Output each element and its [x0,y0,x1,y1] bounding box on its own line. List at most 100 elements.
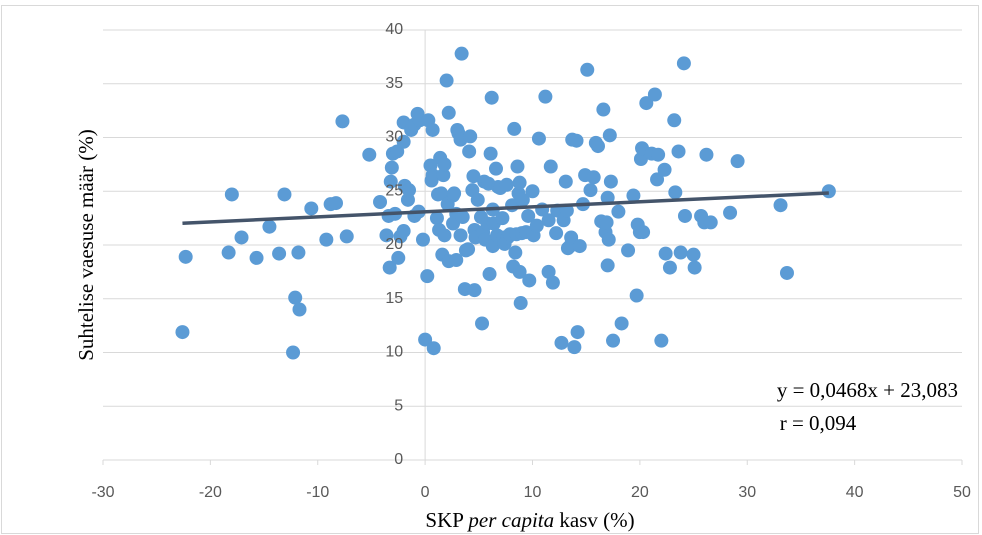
scatter-point [773,198,788,213]
scatter-point [461,242,476,257]
scatter-point [596,102,611,117]
scatter-point [425,122,440,137]
annotation: r = 0,094 [780,411,857,435]
scatter-point [425,168,440,183]
scatter-point [441,105,456,120]
scatter-point [415,232,430,247]
scatter-point [650,172,665,187]
scatter-point [304,201,319,216]
scatter-point [449,253,464,268]
scatter-point [586,170,601,185]
scatter-point [671,144,686,159]
scatter-point [525,184,540,199]
scatter-point [513,296,528,311]
scatter-point [611,204,626,219]
scatter-point [288,290,303,305]
scatter-point [396,224,411,239]
scatter-point [614,316,629,331]
scatter-point [531,131,546,146]
scatter-point [647,87,662,102]
scatter-point [373,195,388,209]
scatter-point [512,264,527,279]
scatter-point [426,341,441,356]
scatter-point [291,245,306,260]
scatter-point [564,230,579,245]
scatter-point [510,159,525,174]
trendline [182,191,829,225]
scatter-point [272,246,287,261]
scatter-point [175,325,190,340]
scatter-point [483,146,498,161]
scatter-point [484,90,499,105]
scatter-point [730,154,745,169]
plot-marks [175,46,836,360]
scatter-point [636,225,651,240]
scatter-point [521,208,536,223]
scatter-point [569,133,584,148]
scatter-point [178,249,193,264]
scatter-point [512,175,527,190]
scatter-point [262,219,277,234]
scatter-point [329,196,344,211]
scatter-point [482,267,497,282]
scatter-point [658,246,673,261]
scatter-point [391,250,406,265]
scatter-point [522,273,537,288]
scatter-point [667,113,682,128]
scatter-point [384,160,399,175]
y-tick-label: 20 [385,236,403,253]
scatter-point [454,46,469,61]
scatter-point [292,302,307,317]
x-tick-label: 40 [846,484,864,501]
y-tick-label: 15 [385,290,403,307]
scatter-point [339,229,354,244]
scatter-point [402,183,417,198]
scatter-point [673,245,688,260]
x-tick-label: -10 [306,484,329,501]
scatter-point [277,187,292,202]
scatter-point [639,96,654,111]
scatter-point [779,265,794,280]
scatter-point [499,177,514,192]
scatter-point [583,183,598,198]
scatter-point [554,335,569,350]
x-tick-label: 20 [631,484,649,501]
scatter-point [541,264,556,279]
scatter-point [379,228,394,243]
scatter-point [467,283,482,298]
scatter-point [515,192,530,207]
scatter-point [600,190,615,205]
scatter-point [335,114,350,129]
scatter-point [603,174,618,189]
scatter-point [676,56,691,71]
scatter-point [221,245,236,260]
scatter-point [633,152,648,166]
scatter-point [699,147,714,162]
scatter-point [541,213,556,228]
x-tick-label: 50 [953,484,971,501]
scatter-point [508,245,523,260]
scatter-point [475,316,490,331]
x-axis-label: SKP per capita kasv (%) [425,508,634,532]
scatter-point [453,228,468,243]
scatter-point [657,162,672,177]
x-tick-label: -30 [91,484,114,501]
scatter-point [434,186,449,201]
scatter-point [703,215,718,230]
y-tick-label: 5 [394,397,403,414]
x-axis-label-part: SKP [425,508,468,532]
scatter-point [429,211,444,226]
scatter-point [545,275,560,290]
scatter-point [529,218,544,233]
scatter-point [470,192,485,207]
scatter-point [488,161,503,176]
scatter-point [567,340,582,355]
x-tick-label: 0 [421,484,430,501]
y-axis-label: Suhtelise vaesuse määr (%) [74,129,98,361]
y-tick-label: 30 [385,129,403,146]
scatter-point [224,187,239,202]
y-tick-label: 0 [394,451,403,468]
scatter-point [420,269,435,284]
y-tick-label: 10 [385,344,403,361]
